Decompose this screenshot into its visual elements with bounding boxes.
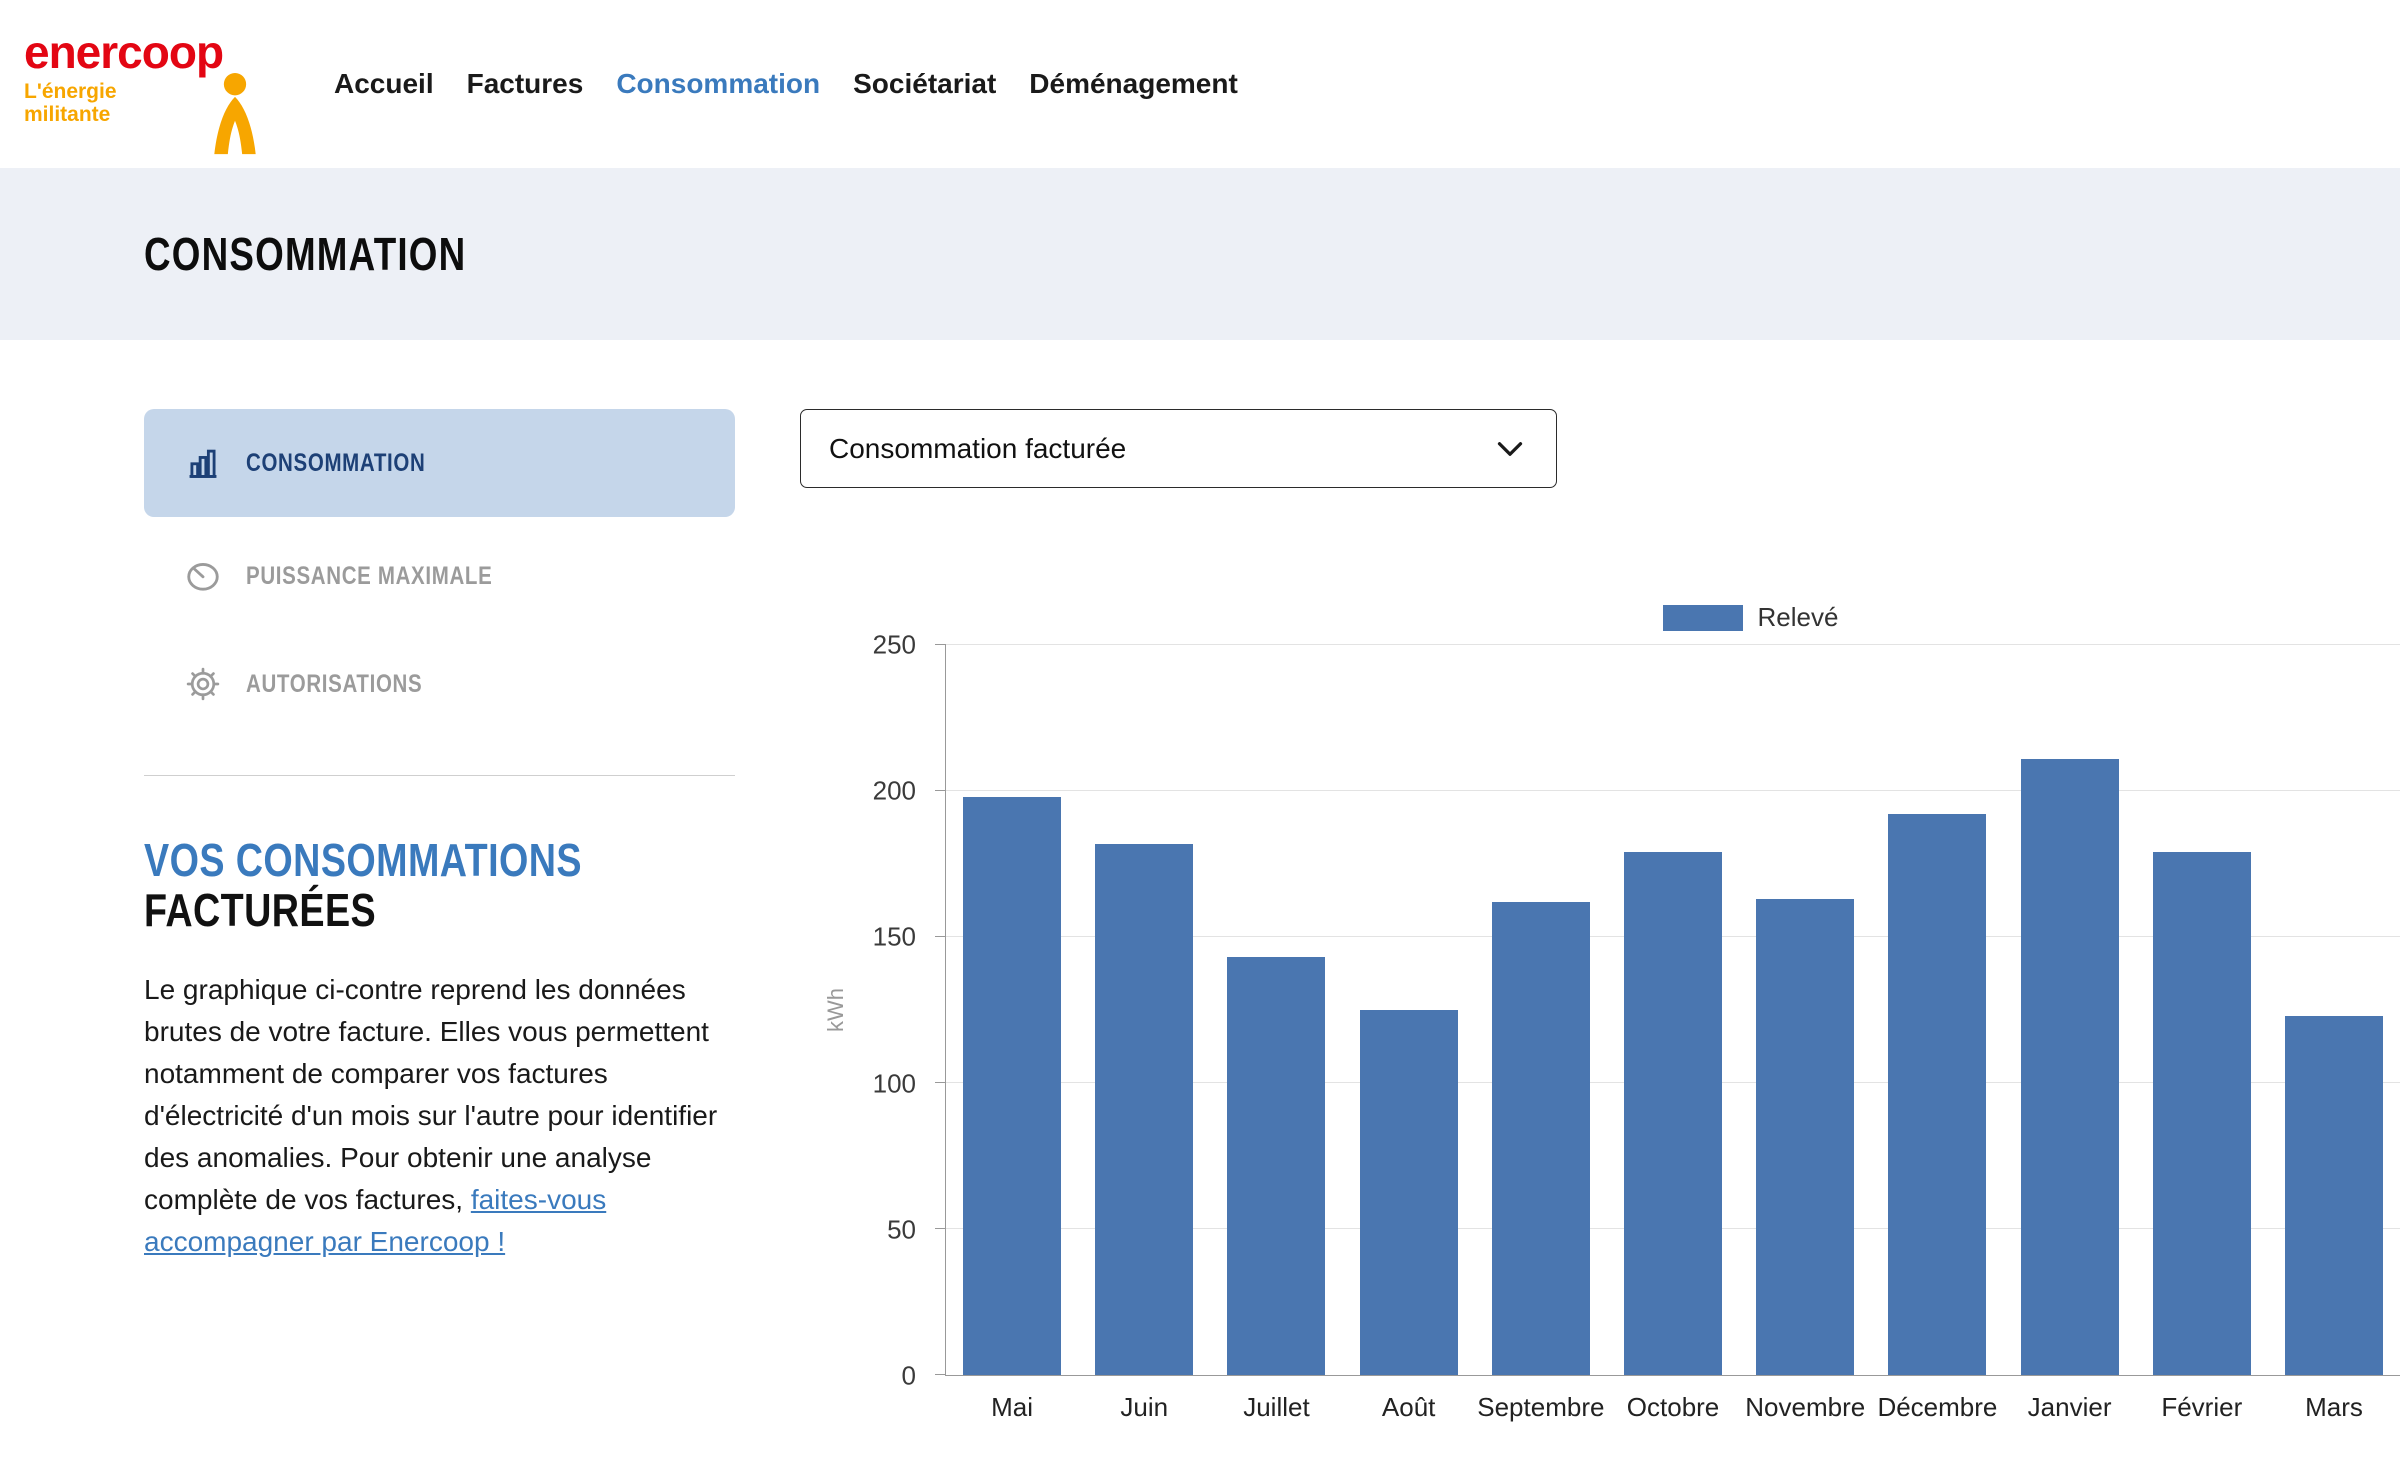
bar-slot: Août xyxy=(1343,645,1475,1375)
y-tick-mark xyxy=(935,1082,946,1083)
y-tick-mark xyxy=(935,790,946,791)
gauge-icon xyxy=(184,557,222,595)
y-tick-label: 200 xyxy=(873,776,916,807)
bar-octobre xyxy=(1624,852,1722,1375)
bar-mars xyxy=(2285,1016,2383,1375)
section-heading: VOS CONSOMMATIONS FACTURÉES xyxy=(144,836,735,935)
bar-slot: Juin xyxy=(1078,645,1210,1375)
sidebar: CONSOMMATION PUISSANCE MAXIMALE AUTORISA… xyxy=(144,409,735,1263)
y-tick-label: 50 xyxy=(887,1214,916,1245)
bar-slot: Mars xyxy=(2268,645,2400,1375)
section-paragraph: Le graphique ci-contre reprend les donné… xyxy=(144,969,735,1263)
x-axis-label: Janvier xyxy=(2004,1392,2136,1423)
page-header-band: CONSOMMATION xyxy=(0,168,2400,340)
bars: MaiJuinJuilletAoûtSeptembreOctobreNovemb… xyxy=(946,645,2400,1375)
bar-slot: Novembre xyxy=(1739,645,1871,1375)
chart-legend: Relevé xyxy=(1023,602,2400,633)
y-tick-mark xyxy=(935,1374,946,1375)
sidebar-item-label: PUISSANCE MAXIMALE xyxy=(246,562,547,591)
bar-novembre xyxy=(1756,899,1854,1375)
x-axis-label: Décembre xyxy=(1871,1392,2003,1423)
bar-slot: Septembre xyxy=(1475,645,1607,1375)
bar-février xyxy=(2153,852,2251,1375)
y-tick-mark xyxy=(935,644,946,645)
legend-label: Relevé xyxy=(1758,602,1839,633)
x-axis-label: Juin xyxy=(1078,1392,1210,1423)
nav-item-accueil[interactable]: Accueil xyxy=(334,68,434,100)
sidebar-item-label: AUTORISATIONS xyxy=(246,670,461,699)
y-tick-mark xyxy=(935,936,946,937)
consumption-chart: Relevé kWh 050100150200250 MaiJuinJuille… xyxy=(800,600,2400,1440)
bar-slot: Mai xyxy=(946,645,1078,1375)
bar-slot: Octobre xyxy=(1607,645,1739,1375)
main-nav: Accueil Factures Consommation Sociétaria… xyxy=(334,68,1238,100)
x-axis-label: Mai xyxy=(946,1392,1078,1423)
sidebar-item-consommation[interactable]: CONSOMMATION xyxy=(144,409,735,517)
y-tick-label: 0 xyxy=(902,1361,916,1392)
bar-janvier xyxy=(2021,759,2119,1375)
x-axis-label: Août xyxy=(1343,1392,1475,1423)
x-axis-label: Juillet xyxy=(1210,1392,1342,1423)
legend-swatch xyxy=(1663,605,1743,631)
select-value: Consommation facturée xyxy=(829,433,1492,465)
consumption-view-select[interactable]: Consommation facturée xyxy=(800,409,1557,488)
bar-slot: Décembre xyxy=(1871,645,2003,1375)
sidebar-divider xyxy=(144,775,735,776)
bar-slot: Juillet xyxy=(1210,645,1342,1375)
top-bar: enercoop L'énergie militante Accueil Fac… xyxy=(0,0,2400,168)
logo-wordmark: enercoop xyxy=(24,9,286,75)
sidebar-item-puissance-maximale[interactable]: PUISSANCE MAXIMALE xyxy=(144,557,735,595)
bar-juillet xyxy=(1227,957,1325,1375)
chevron-down-icon xyxy=(1492,431,1528,467)
nav-item-societariat[interactable]: Sociétariat xyxy=(853,68,996,100)
x-axis-label: Novembre xyxy=(1739,1392,1871,1423)
enercoop-logo[interactable]: enercoop L'énergie militante xyxy=(24,9,286,159)
bar-août xyxy=(1360,1010,1458,1375)
y-tick-label: 250 xyxy=(873,630,916,661)
x-axis-label: Mars xyxy=(2268,1392,2400,1423)
bar-décembre xyxy=(1888,814,1986,1375)
bar-mai xyxy=(963,797,1061,1375)
bar-septembre xyxy=(1492,902,1590,1375)
page-title: CONSOMMATION xyxy=(144,227,547,281)
y-tick-label: 100 xyxy=(873,1068,916,1099)
x-axis-label: Octobre xyxy=(1607,1392,1739,1423)
bar-chart-icon xyxy=(184,444,222,482)
x-axis-label: Septembre xyxy=(1475,1392,1607,1423)
nav-item-factures[interactable]: Factures xyxy=(467,68,584,100)
sidebar-item-label: CONSOMMATION xyxy=(246,449,465,478)
y-axis-ticks: 050100150200250 xyxy=(800,645,930,1376)
x-axis-label: Février xyxy=(2136,1392,2268,1423)
nav-item-consommation[interactable]: Consommation xyxy=(616,68,820,100)
nav-item-demenagement[interactable]: Déménagement xyxy=(1029,68,1238,100)
sidebar-item-autorisations[interactable]: AUTORISATIONS xyxy=(144,665,735,703)
gear-icon xyxy=(184,665,222,703)
plot-area: MaiJuinJuilletAoûtSeptembreOctobreNovemb… xyxy=(945,645,2400,1376)
bar-slot: Janvier xyxy=(2004,645,2136,1375)
y-tick-label: 150 xyxy=(873,922,916,953)
person-icon xyxy=(200,71,270,161)
bar-juin xyxy=(1095,844,1193,1375)
bar-slot: Février xyxy=(2136,645,2268,1375)
y-tick-mark xyxy=(935,1228,946,1229)
